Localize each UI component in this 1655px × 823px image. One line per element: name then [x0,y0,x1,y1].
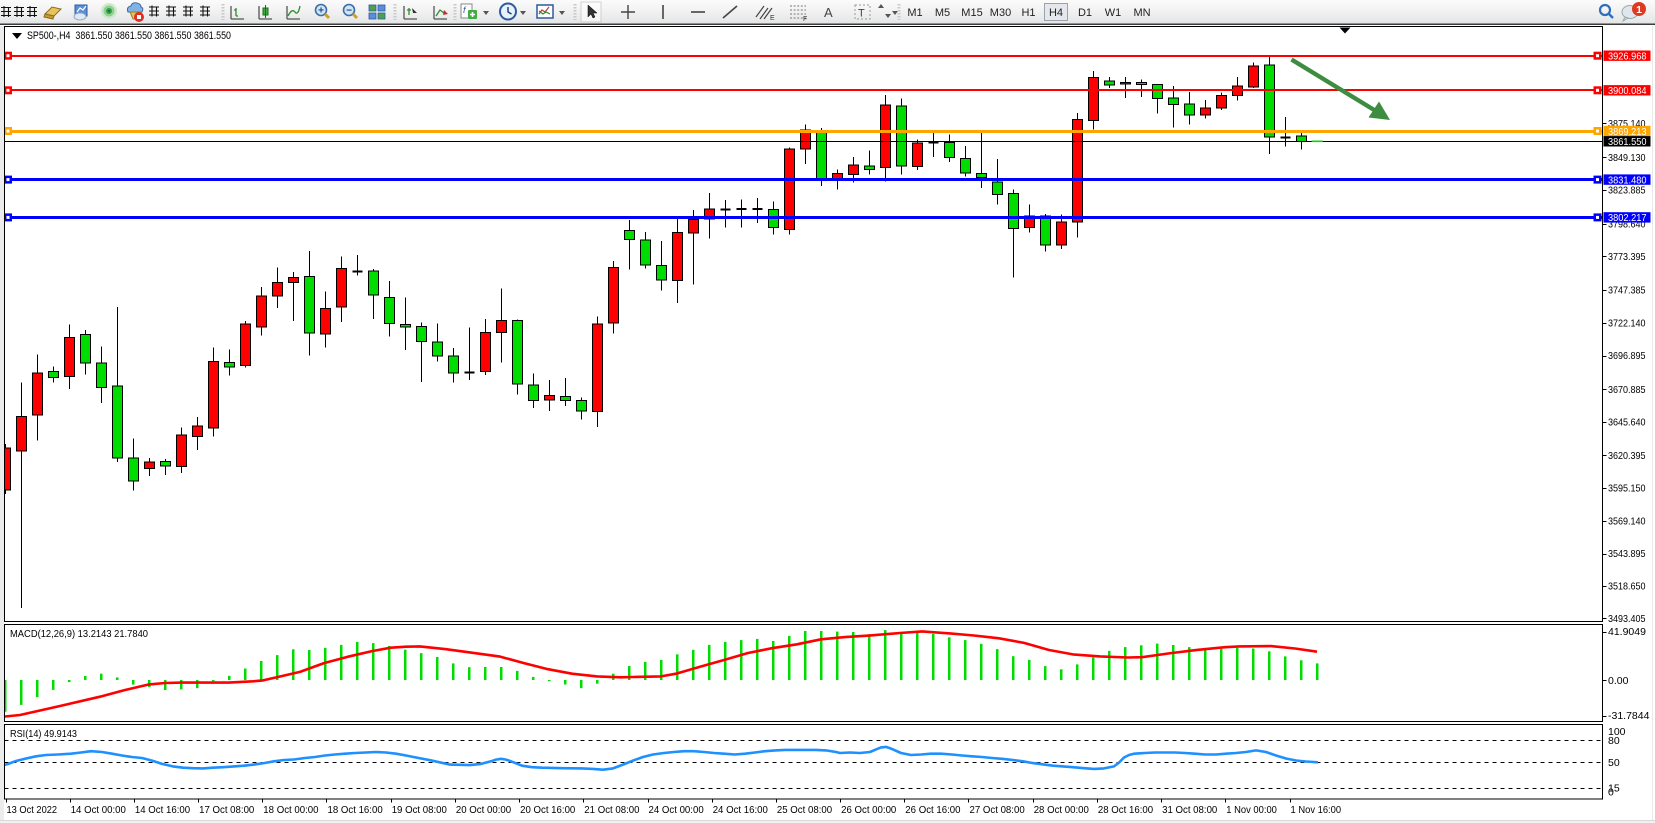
svg-text:24 Oct 16:00: 24 Oct 16:00 [713,804,768,816]
svg-text:3747.385: 3747.385 [1608,285,1646,297]
svg-text:0.00: 0.00 [1608,675,1629,687]
svg-text:-31.7844: -31.7844 [1608,710,1650,722]
svg-text:28 Oct 00:00: 28 Oct 00:00 [1034,804,1089,816]
svg-text:M15: M15 [961,7,982,19]
svg-text:3869.213: 3869.213 [1608,126,1647,138]
svg-text:3620.395: 3620.395 [1608,450,1646,462]
svg-text:3926.968: 3926.968 [1608,51,1647,63]
svg-text:14 Oct 00:00: 14 Oct 00:00 [71,804,126,816]
svg-text:MN: MN [1133,7,1150,19]
svg-text:−: − [346,6,352,17]
svg-text:3773.395: 3773.395 [1608,251,1646,263]
svg-text:18 Oct 16:00: 18 Oct 16:00 [328,804,383,816]
svg-text:13 Oct 2022: 13 Oct 2022 [7,804,58,816]
svg-text:M1: M1 [907,7,922,19]
svg-text:41.9049: 41.9049 [1608,626,1646,638]
svg-text:SP500-,H4 3861.550 3861.550 3: SP500-,H4 3861.550 3861.550 3861.550 386… [27,30,231,42]
svg-text:RSI(14) 49.9143: RSI(14) 49.9143 [10,728,77,740]
svg-text:M5: M5 [935,7,950,19]
svg-text:3861.550: 3861.550 [1608,136,1647,148]
svg-text:f: f [463,5,467,15]
svg-text:25 Oct 08:00: 25 Oct 08:00 [777,804,832,816]
svg-text:3645.640: 3645.640 [1608,416,1646,428]
svg-text:21 Oct 08:00: 21 Oct 08:00 [584,804,639,816]
svg-text:3722.140: 3722.140 [1608,317,1646,329]
svg-text:28 Oct 16:00: 28 Oct 16:00 [1098,804,1153,816]
svg-text:3595.150: 3595.150 [1608,483,1646,495]
svg-text:3831.480: 3831.480 [1608,174,1647,186]
svg-text:26 Oct 16:00: 26 Oct 16:00 [905,804,960,816]
svg-text:3543.895: 3543.895 [1608,548,1646,560]
svg-text:3802.217: 3802.217 [1608,212,1647,224]
svg-text:20 Oct 00:00: 20 Oct 00:00 [456,804,511,816]
svg-text:3493.405: 3493.405 [1608,613,1646,625]
svg-text:T: T [858,8,865,20]
svg-text:19 Oct 08:00: 19 Oct 08:00 [392,804,447,816]
svg-text:14 Oct 16:00: 14 Oct 16:00 [135,804,190,816]
svg-text:W1: W1 [1105,7,1122,19]
svg-text:50: 50 [1608,757,1620,769]
svg-text:27 Oct 08:00: 27 Oct 08:00 [970,804,1025,816]
svg-text:18 Oct 00:00: 18 Oct 00:00 [263,804,318,816]
svg-text:17 Oct 08:00: 17 Oct 08:00 [199,804,254,816]
svg-text:1 Nov 00:00: 1 Nov 00:00 [1226,804,1277,816]
svg-text:3569.140: 3569.140 [1608,515,1646,527]
svg-text:3696.895: 3696.895 [1608,350,1646,362]
svg-text:20 Oct 16:00: 20 Oct 16:00 [520,804,575,816]
svg-text:24 Oct 00:00: 24 Oct 00:00 [649,804,704,816]
svg-text:H1: H1 [1021,7,1035,19]
svg-text:3900.084: 3900.084 [1608,85,1647,97]
svg-text:H4: H4 [1049,7,1063,19]
svg-text:26 Oct 00:00: 26 Oct 00:00 [841,804,896,816]
svg-text:3670.885: 3670.885 [1608,384,1646,396]
svg-text:1: 1 [1636,4,1642,16]
svg-text:31 Oct 08:00: 31 Oct 08:00 [1162,804,1217,816]
svg-text:MACD(12,26,9) 13.2143 21.7840: MACD(12,26,9) 13.2143 21.7840 [10,628,148,640]
svg-text:100: 100 [1608,726,1626,738]
svg-text:F: F [803,16,807,23]
svg-text:3849.130: 3849.130 [1608,152,1646,164]
svg-text:A: A [824,5,833,20]
svg-text:15: 15 [1608,783,1620,795]
svg-text:80: 80 [1608,735,1620,747]
svg-text:0: 0 [1608,786,1614,798]
svg-text:E: E [770,15,775,22]
svg-text:+: + [318,6,324,17]
svg-text:3518.650: 3518.650 [1608,580,1646,592]
svg-text:M30: M30 [990,7,1011,19]
svg-text:D1: D1 [1078,7,1092,19]
svg-text:3823.885: 3823.885 [1608,184,1646,196]
svg-text:1 Nov 16:00: 1 Nov 16:00 [1291,804,1342,816]
